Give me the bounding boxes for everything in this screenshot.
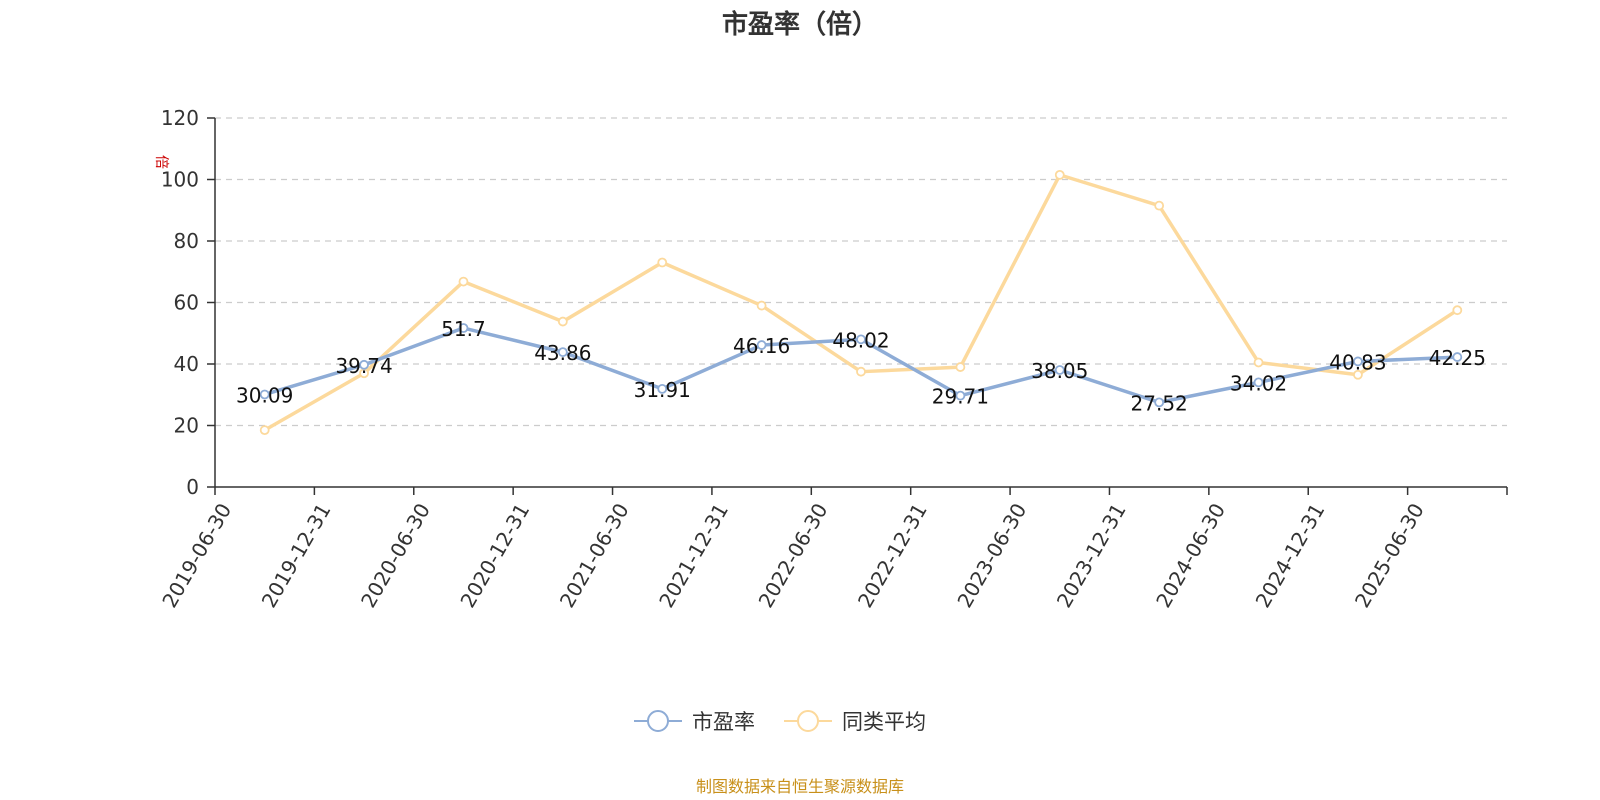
series-point-1[interactable]	[1253, 357, 1264, 368]
legend-item-0[interactable]: 市盈率	[634, 710, 755, 734]
legend[interactable]: 市盈率 同类平均	[634, 710, 926, 734]
data-label: 34.02	[1230, 371, 1287, 395]
series-point-0[interactable]	[458, 323, 469, 333]
data-label: 29.71	[932, 385, 989, 409]
series-point-0[interactable]	[1452, 352, 1463, 362]
data-label: 39.74	[335, 354, 392, 378]
legend-label: 市盈率	[692, 710, 755, 734]
series-point-0[interactable]	[1253, 377, 1264, 388]
x-tick-label: 2023-12-31	[1052, 499, 1131, 612]
data-label: 30.09	[236, 383, 293, 407]
y-axis-unit-label: 倍	[153, 155, 169, 169]
x-tick-label: 2022-12-31	[853, 499, 932, 612]
y-tick-label: 40	[174, 352, 199, 376]
x-tick-label: 2024-12-31	[1251, 499, 1330, 612]
data-label: 48.02	[832, 328, 889, 352]
series-point-0[interactable]	[955, 390, 966, 401]
series-point-1[interactable]	[458, 276, 469, 287]
series-point-0[interactable]	[259, 389, 270, 400]
series-point-1[interactable]	[557, 316, 568, 327]
grid-lines	[215, 117, 1507, 427]
series-point-1[interactable]	[657, 257, 668, 268]
legend-item-1[interactable]: 同类平均	[784, 710, 926, 734]
y-tick-label: 80	[174, 229, 199, 253]
series-point-1[interactable]	[955, 362, 966, 372]
series-point-0[interactable]	[1154, 397, 1165, 408]
series-point-0[interactable]	[856, 334, 866, 345]
series-point-0[interactable]	[557, 347, 568, 358]
series-layer	[259, 169, 1463, 436]
series-point-1[interactable]	[1154, 200, 1165, 211]
data-label: 43.86	[534, 341, 591, 365]
x-tick-label: 2021-12-31	[654, 499, 733, 612]
series-point-1[interactable]	[1452, 305, 1463, 316]
source-note: 制图数据来自恒生聚源数据库	[696, 777, 904, 796]
data-label: 40.83	[1329, 350, 1386, 374]
data-label: 38.05	[1031, 359, 1088, 383]
data-label: 46.16	[733, 334, 790, 358]
series-point-1[interactable]	[1054, 169, 1065, 180]
x-tick-label: 2020-06-30	[356, 499, 435, 612]
x-tick-label: 2022-06-30	[754, 499, 833, 612]
x-tick-label: 2021-06-30	[555, 499, 634, 612]
series-point-0[interactable]	[359, 359, 369, 370]
series-point-0[interactable]	[1353, 356, 1363, 367]
y-tick-label: 20	[174, 414, 199, 438]
legend-marker	[797, 710, 819, 732]
series-point-0[interactable]	[1054, 365, 1065, 375]
y-tick-label: 0	[186, 475, 199, 499]
x-tick-label: 2024-06-30	[1151, 499, 1230, 612]
y-tick-label: 100	[161, 168, 199, 192]
legend-marker	[647, 710, 669, 732]
data-label: 42.25	[1429, 346, 1486, 370]
x-tick-label: 2020-12-31	[455, 499, 534, 612]
data-label: 27.52	[1131, 391, 1188, 415]
data-label: 51.7	[441, 317, 486, 341]
data-labels: 30.09 39.74 51.7 43.86 31.91 46.16 48.02 29.71 3…	[236, 317, 1486, 415]
x-tick-label: 2019-12-31	[257, 499, 336, 612]
series-point-1[interactable]	[259, 425, 270, 436]
x-tick-label: 2025-06-30	[1350, 499, 1429, 612]
x-tick-label: 2023-06-30	[952, 499, 1031, 612]
data-label: 31.91	[634, 378, 691, 402]
chart-title: 市盈率（倍）	[722, 9, 878, 40]
series-point-1[interactable]	[856, 366, 866, 377]
y-tick-label: 120	[161, 106, 199, 130]
series-point-0[interactable]	[657, 383, 668, 394]
series-point-1[interactable]	[1353, 369, 1363, 380]
x-tick-label: 2019-06-30	[157, 499, 236, 612]
series-point-1[interactable]	[756, 300, 767, 311]
y-tick-label: 60	[174, 291, 199, 315]
series-point-0[interactable]	[756, 340, 767, 350]
legend-label: 同类平均	[842, 710, 926, 734]
